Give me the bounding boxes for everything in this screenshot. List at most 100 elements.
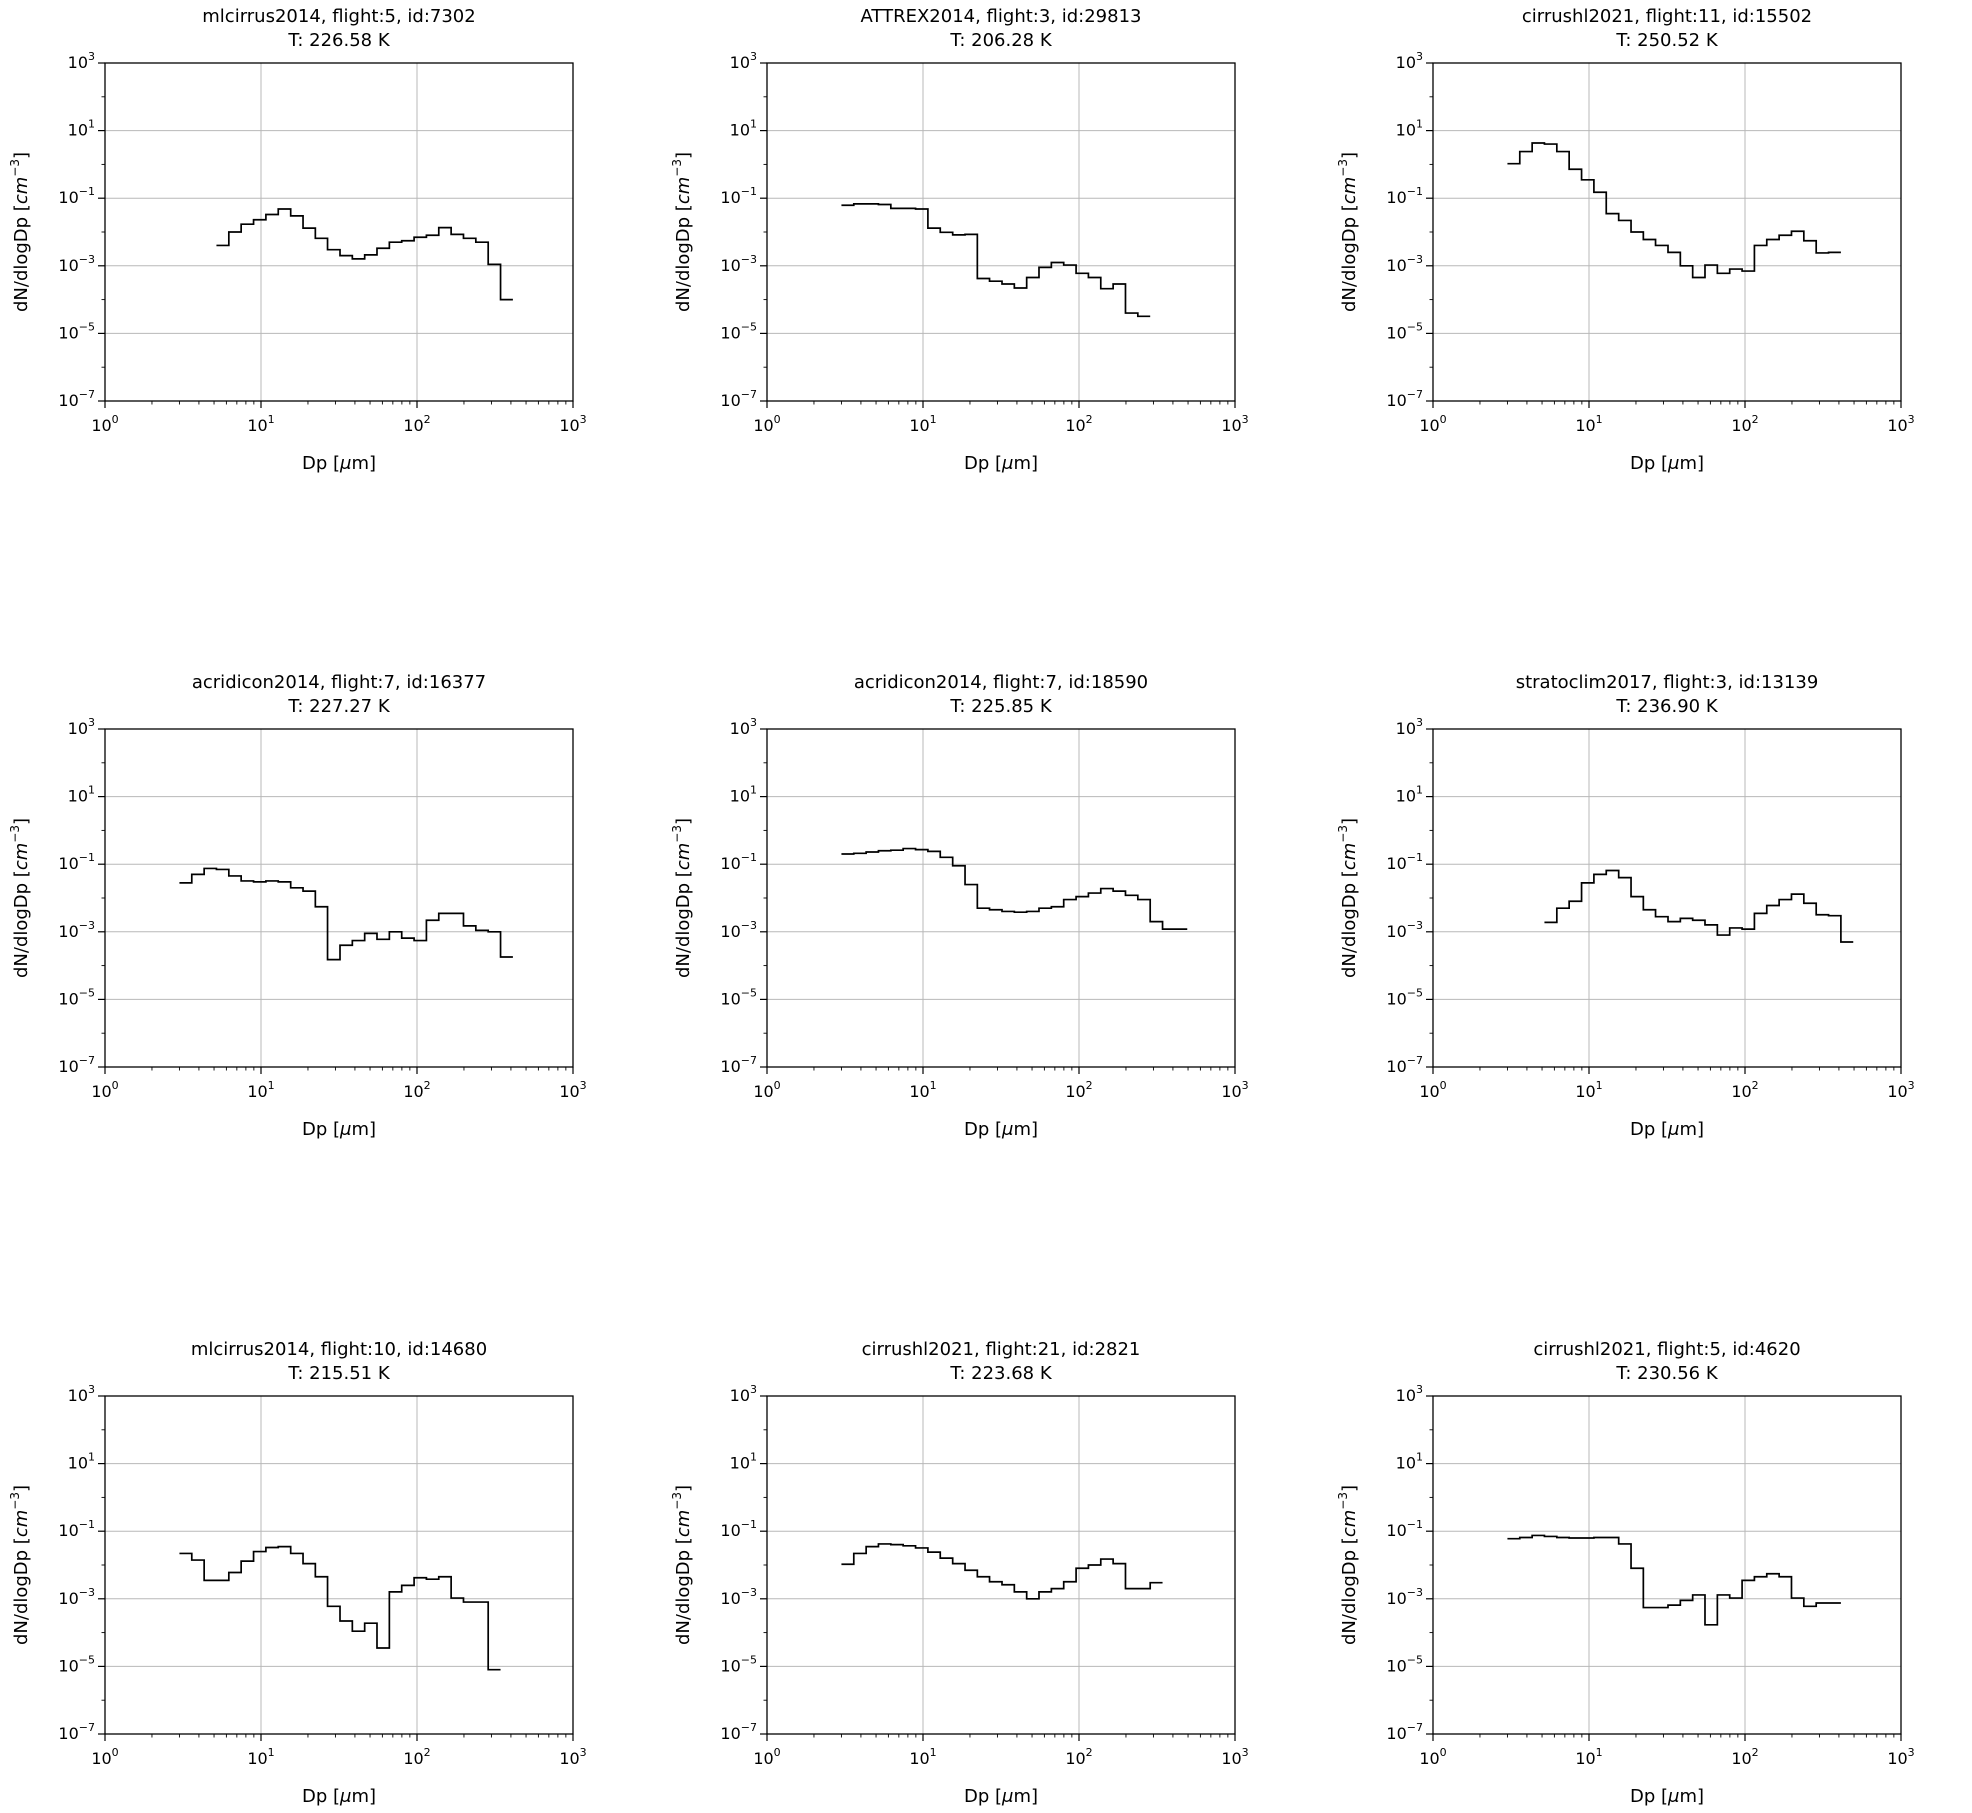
svg-text:101: 101 — [909, 1079, 936, 1101]
svg-text:101: 101 — [68, 784, 95, 806]
subplot-canvas: 100 101 102 103 103 101 10−1 10−3 10−5 10−7 Dp [μm… — [8, 1383, 587, 1807]
svg-text:10−3: 10−3 — [720, 253, 757, 275]
subplot-temperature-label: T: 230.56 K — [1616, 1363, 1718, 1384]
svg-text:100: 100 — [91, 413, 118, 435]
svg-text:10−1: 10−1 — [1386, 1518, 1423, 1540]
subplot-title: cirrushl2021, flight:11, id:15502 — [1521, 6, 1813, 27]
svg-text:Dp [μm]: Dp [μm] — [302, 1786, 376, 1807]
subplot-title: cirrushl2021, flight:21, id:2821 — [861, 1339, 1141, 1360]
svg-text:dN/dlogDp [cm−3]: dN/dlogDp [cm−3] — [1336, 818, 1360, 978]
svg-text:Dp [μm]: Dp [μm] — [1630, 1786, 1704, 1807]
svg-text:101: 101 — [247, 1079, 274, 1101]
subplot-attrex2014-29813: ATTREX2014, flight:3, id:29813 T: 206.28… — [662, 0, 1322, 600]
svg-text:101: 101 — [247, 413, 274, 435]
subplot-title: mlcirrus2014, flight:10, id:14680 — [190, 1339, 488, 1360]
svg-text:101: 101 — [1575, 1746, 1602, 1768]
svg-text:Dp [μm]: Dp [μm] — [302, 1119, 376, 1140]
svg-text:10−3: 10−3 — [720, 1586, 757, 1608]
svg-text:10−3: 10−3 — [58, 1586, 95, 1608]
svg-text:10−5: 10−5 — [1386, 1653, 1423, 1675]
subplot-title: acridicon2014, flight:7, id:16377 — [191, 672, 487, 693]
svg-text:103: 103 — [68, 716, 95, 738]
svg-text:100: 100 — [753, 1079, 780, 1101]
svg-text:10−1: 10−1 — [1386, 851, 1423, 873]
svg-text:101: 101 — [247, 1746, 274, 1768]
svg-text:102: 102 — [403, 1079, 430, 1101]
svg-text:101: 101 — [730, 784, 757, 806]
svg-text:dN/dlogDp [cm−3]: dN/dlogDp [cm−3] — [1336, 1485, 1360, 1645]
svg-text:10−7: 10−7 — [1386, 1721, 1423, 1743]
svg-text:101: 101 — [68, 118, 95, 140]
svg-text:103: 103 — [730, 716, 757, 738]
svg-text:100: 100 — [753, 413, 780, 435]
svg-text:10−5: 10−5 — [1386, 986, 1423, 1008]
svg-text:10−3: 10−3 — [58, 919, 95, 941]
svg-text:100: 100 — [91, 1746, 118, 1768]
svg-text:101: 101 — [68, 1451, 95, 1473]
subplot-acridicon2014-18590: acridicon2014, flight:7, id:18590 T: 225… — [662, 666, 1322, 1266]
svg-text:Dp [μm]: Dp [μm] — [1630, 453, 1704, 474]
svg-text:101: 101 — [730, 1451, 757, 1473]
svg-text:10−5: 10−5 — [1386, 320, 1423, 342]
subplot-temperature-label: T: 227.27 K — [288, 696, 390, 717]
svg-text:101: 101 — [1575, 413, 1602, 435]
subplot-canvas: 100 101 102 103 103 101 10−1 10−3 10−5 10−7 Dp [μm… — [670, 716, 1249, 1140]
subplot-acridicon2014-16377: acridicon2014, flight:7, id:16377 T: 227… — [0, 666, 660, 1266]
svg-text:103: 103 — [559, 413, 586, 435]
subplot-canvas: 100 101 102 103 103 101 10−1 10−3 10−5 10−7 Dp [μm… — [8, 716, 587, 1140]
svg-text:10−1: 10−1 — [58, 185, 95, 207]
svg-text:Dp [μm]: Dp [μm] — [302, 453, 376, 474]
svg-text:10−3: 10−3 — [58, 253, 95, 275]
svg-text:102: 102 — [1731, 1079, 1758, 1101]
svg-text:100: 100 — [1419, 1746, 1446, 1768]
svg-text:103: 103 — [1221, 1079, 1248, 1101]
subplot-temperature-label: T: 225.85 K — [950, 696, 1052, 717]
svg-text:10−1: 10−1 — [58, 851, 95, 873]
svg-text:10−1: 10−1 — [720, 185, 757, 207]
subplot-mlcirrus2014-7302: mlcirrus2014, flight:5, id:7302 T: 226.5… — [0, 0, 660, 600]
subplot-canvas: 100 101 102 103 103 101 10−1 10−3 10−5 10−7 Dp [μm… — [1336, 50, 1915, 474]
svg-text:101: 101 — [909, 1746, 936, 1768]
subplot-stratoclim2017-13139: stratoclim2017, flight:3, id:13139 T: 23… — [1328, 666, 1972, 1266]
subplot-mlcirrus2014-14680: mlcirrus2014, flight:10, id:14680 T: 215… — [0, 1333, 660, 1813]
svg-text:10−5: 10−5 — [58, 320, 95, 342]
svg-text:10−1: 10−1 — [1386, 185, 1423, 207]
svg-text:10−3: 10−3 — [720, 919, 757, 941]
subplot-canvas: 100 101 102 103 103 101 10−1 10−3 10−5 10−7 Dp [μm… — [8, 50, 587, 474]
subplot-temperature-label: T: 206.28 K — [950, 30, 1052, 51]
svg-text:10−7: 10−7 — [720, 1054, 757, 1076]
subplot-title: mlcirrus2014, flight:5, id:7302 — [202, 6, 476, 27]
svg-text:10−3: 10−3 — [1386, 253, 1423, 275]
subplot-temperature-label: T: 236.90 K — [1616, 696, 1718, 717]
svg-text:10−3: 10−3 — [1386, 1586, 1423, 1608]
svg-text:dN/dlogDp [cm−3]: dN/dlogDp [cm−3] — [670, 1485, 694, 1645]
svg-text:10−7: 10−7 — [58, 1054, 95, 1076]
svg-text:103: 103 — [1396, 50, 1423, 72]
svg-text:103: 103 — [1396, 1383, 1423, 1405]
subplot-canvas: 100 101 102 103 103 101 10−1 10−3 10−5 10−7 Dp [μm… — [670, 1383, 1249, 1807]
svg-text:10−7: 10−7 — [720, 388, 757, 410]
subplot-title: stratoclim2017, flight:3, id:13139 — [1515, 672, 1819, 693]
svg-text:103: 103 — [1221, 1746, 1248, 1768]
svg-text:10−5: 10−5 — [720, 1653, 757, 1675]
svg-text:102: 102 — [1065, 413, 1092, 435]
svg-text:10−1: 10−1 — [720, 1518, 757, 1540]
svg-text:10−3: 10−3 — [1386, 919, 1423, 941]
svg-text:10−5: 10−5 — [58, 986, 95, 1008]
subplot-temperature-label: T: 223.68 K — [950, 1363, 1052, 1384]
svg-text:dN/dlogDp [cm−3]: dN/dlogDp [cm−3] — [8, 818, 32, 978]
subplot-temperature-label: T: 250.52 K — [1616, 30, 1718, 51]
subplot-temperature-label: T: 215.51 K — [288, 1363, 390, 1384]
svg-text:101: 101 — [909, 413, 936, 435]
svg-text:dN/dlogDp [cm−3]: dN/dlogDp [cm−3] — [670, 152, 694, 312]
svg-text:101: 101 — [1396, 118, 1423, 140]
svg-text:102: 102 — [403, 413, 430, 435]
subplot-canvas: 100 101 102 103 103 101 10−1 10−3 10−5 10−7 Dp [μm… — [1336, 716, 1915, 1140]
svg-text:100: 100 — [1419, 1079, 1446, 1101]
svg-text:103: 103 — [730, 1383, 757, 1405]
svg-text:10−7: 10−7 — [58, 388, 95, 410]
svg-text:10−1: 10−1 — [58, 1518, 95, 1540]
svg-text:Dp [μm]: Dp [μm] — [964, 1786, 1038, 1807]
svg-text:100: 100 — [753, 1746, 780, 1768]
svg-text:Dp [μm]: Dp [μm] — [964, 453, 1038, 474]
